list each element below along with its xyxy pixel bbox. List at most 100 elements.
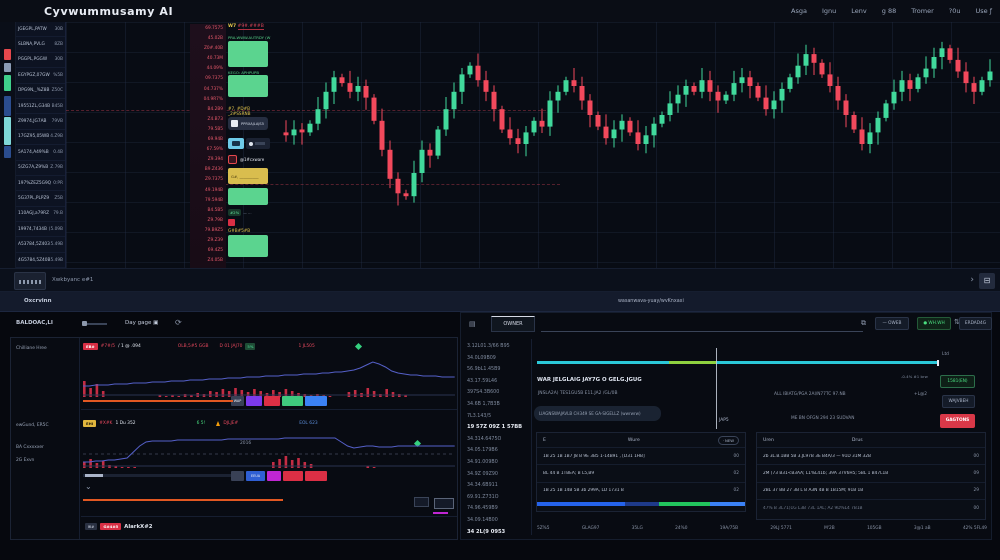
table-row[interactable]: 1B 25 1B 14B 5B 3b 299A, LD 1731 B 02 (537, 481, 745, 499)
price-list-item[interactable]: 7L3.143/5 (467, 413, 492, 419)
price-list-item[interactable]: 19 57Z 09Z 1 57BB (467, 424, 523, 431)
price-list-item[interactable]: 397S4.3B600 (467, 390, 500, 396)
ladder-price[interactable]: 04.737% (203, 86, 223, 92)
watchlist-row[interactable]: 19974,7434B (5.09B (16, 222, 65, 238)
watchlist-row[interactable]: 5/ZG7A,Z9%B Z.79B (16, 161, 65, 176)
action-badge[interactable] (246, 396, 262, 406)
mini-checkbox[interactable] (434, 498, 454, 509)
gauge-selector[interactable]: Day gage ▣ (125, 320, 159, 326)
preview-thumbnail[interactable] (14, 272, 46, 290)
settings-button[interactable]: PPRXAJLAJS5 (228, 117, 268, 130)
price-list-item[interactable]: 34.34.6B911 (467, 483, 498, 489)
action-badge[interactable] (282, 396, 303, 406)
table-row[interactable]: 2BL 37 BB 27 3B L B A3N 4B B 1B15M; 91B … (757, 481, 985, 499)
ladder-price[interactable]: B9.Z436 (204, 167, 223, 173)
price-list-item[interactable]: 43.17.59L46 (467, 378, 498, 384)
watchlist-row[interactable]: A53784,5Z403 5.49B (16, 237, 65, 253)
ladder-price[interactable]: 69.7575 (205, 26, 223, 31)
ladder-price[interactable]: Z4.05B (207, 258, 223, 264)
nav-item[interactable]: Asga (791, 7, 807, 15)
price-list-item[interactable]: 74.96.459B9 (467, 506, 498, 512)
ladder-price[interactable]: Z9.7375 (205, 177, 223, 183)
nav-item[interactable]: Lenv (851, 7, 867, 15)
refresh-icon[interactable]: ⟳ (175, 318, 182, 327)
watchlist-row[interactable]: Z9974,JG7AB 79VB (16, 114, 65, 130)
range-slider[interactable] (83, 474, 239, 477)
price-list-item[interactable]: 34.6B 1,7B3B (467, 401, 500, 407)
action-badge[interactable] (267, 471, 281, 481)
watchlist-row[interactable]: SLBNA,PVLG 8ZB (16, 37, 65, 53)
watchlist-row[interactable]: 19551ZL,G34B B45B (16, 99, 65, 115)
action-badge[interactable]: EEUA (246, 471, 265, 481)
sort-icon[interactable]: ⇅ (954, 318, 960, 326)
ladder-price[interactable]: 79.594B (205, 197, 223, 203)
watchlist-row[interactable]: 197%ZEZ5G9Q 0:PR (16, 176, 65, 192)
table-row[interactable]: BL 44 B 1TBEA; B L5,B9 02 (537, 464, 745, 481)
price-list-item[interactable]: 34.91.009B0 (467, 459, 498, 465)
ladder-price[interactable]: 40.73M (206, 56, 223, 62)
sell-side-button[interactable]: GAGTONS (940, 414, 975, 428)
price-list-item[interactable]: 34.0L09B09 (467, 355, 496, 361)
action-badge[interactable] (231, 471, 244, 481)
watchlist-row[interactable]: 5G37PL,PLPZ9 Z5B (16, 191, 65, 207)
buy-side-button[interactable]: 1581(EN) (940, 375, 975, 388)
oweb-button[interactable]: — OWEB (875, 317, 909, 330)
buy-button-1[interactable] (228, 41, 268, 67)
watchlist-row[interactable]: 17GZ95,05WB 4.Z9B (16, 130, 65, 146)
ladder-price[interactable]: Z9.Z39 (207, 237, 223, 243)
price-list-item[interactable]: 34 2L(9 0953 (467, 528, 506, 535)
price-list-item[interactable]: 34.9Z 09Z90 (467, 471, 498, 477)
range-handle[interactable] (85, 474, 103, 477)
alert-row[interactable]: @1#cxware (228, 153, 272, 166)
price-list-item[interactable]: 34.314.6475O (467, 436, 502, 442)
ladder-price[interactable]: 69.4Z5 (207, 248, 223, 254)
chevron-right-icon[interactable]: › (970, 275, 974, 285)
price-list-item[interactable]: 56.9bL1.45B9 (467, 367, 501, 373)
watchlist-row[interactable]: DPG9N,_%Z8B Z50C (16, 84, 65, 99)
chevron-down-icon[interactable]: ⌄ (85, 482, 92, 491)
table-row[interactable]: 2M (73 B31<B3AA; L1%L41b; 39A 37V6H5; 5B… (757, 464, 985, 481)
ladder-price[interactable]: Z0#.40B (203, 46, 223, 52)
watchlist-row[interactable]: 5A174,A49%B 0.4B (16, 145, 65, 161)
ladder-price[interactable]: Z4.B73 (207, 116, 223, 122)
watchlist-row[interactable]: 110AGJ,a79RZ 79.B (16, 207, 65, 223)
zoom-slider[interactable] (82, 321, 107, 326)
ladder-price[interactable]: 44.09% (206, 66, 223, 72)
neutral-side-button[interactable]: WAJVBEH (942, 395, 975, 408)
collapse-button[interactable]: ⊟ (979, 273, 995, 289)
nav-item[interactable]: g 88 (881, 7, 897, 15)
ladder-price[interactable]: 09.7375 (205, 76, 223, 82)
nav-item[interactable]: Use ƒ (975, 7, 993, 15)
nav-item[interactable]: Tromer (911, 7, 934, 15)
mini-checkbox[interactable] (414, 497, 429, 507)
action-badge[interactable] (305, 471, 327, 481)
toggle-switch[interactable] (246, 138, 270, 149)
slider-handle[interactable] (82, 321, 87, 326)
ladder-price[interactable]: 67.59% (206, 147, 223, 153)
watchlist-row[interactable]: EGYPGZ,07GW %5B (16, 68, 65, 84)
highlight-pill[interactable]: LIAGNSWAJAVLB CH349 SE GA-SIGELLZ (wwrwr… (534, 406, 661, 421)
action-badge[interactable]: WAP (231, 396, 244, 406)
price-list-item[interactable]: 3.12L01.3/66 B95 (467, 344, 510, 349)
buy-button-3[interactable] (228, 188, 268, 205)
status-button[interactable]: ● WH.WH (917, 317, 951, 330)
ladder-price[interactable]: 04.9R7% (203, 96, 223, 102)
price-list-item[interactable]: 34.09.14B00 (467, 517, 498, 523)
buy-button-4[interactable] (228, 235, 268, 257)
ladder-price[interactable]: 79.5B5 (207, 126, 223, 132)
buy-button-2[interactable] (228, 75, 268, 97)
ladder-price[interactable]: Z9.79B (207, 217, 223, 223)
ladder-price[interactable]: 79.B9Z5 (204, 227, 223, 233)
ladder-price[interactable]: B4.5B5 (207, 207, 223, 213)
table-row[interactable]: 2b 3L.B.1BB 5B 3.JL97B 3E B4A/3 — 91D 31… (757, 447, 985, 464)
watchlist-row[interactable]: 4G5784,5Z40B 5.49B (16, 253, 65, 269)
ladder-price[interactable]: 45.02B (207, 36, 223, 42)
price-list-item[interactable]: 34.05.179B6 (467, 448, 498, 454)
action-badge[interactable] (305, 396, 327, 406)
table-row[interactable]: 47% B 3L71)1G L3B 73L 1AL; A2 9D%L4 7B1B… (757, 499, 985, 516)
nav-item[interactable]: Ignu (822, 7, 837, 15)
copy-icon[interactable]: ⧉ (861, 319, 866, 327)
nav-item[interactable]: ?0u (948, 7, 961, 15)
chart-mode-button[interactable] (228, 138, 244, 149)
tab-owner[interactable]: OWNER (491, 316, 535, 332)
